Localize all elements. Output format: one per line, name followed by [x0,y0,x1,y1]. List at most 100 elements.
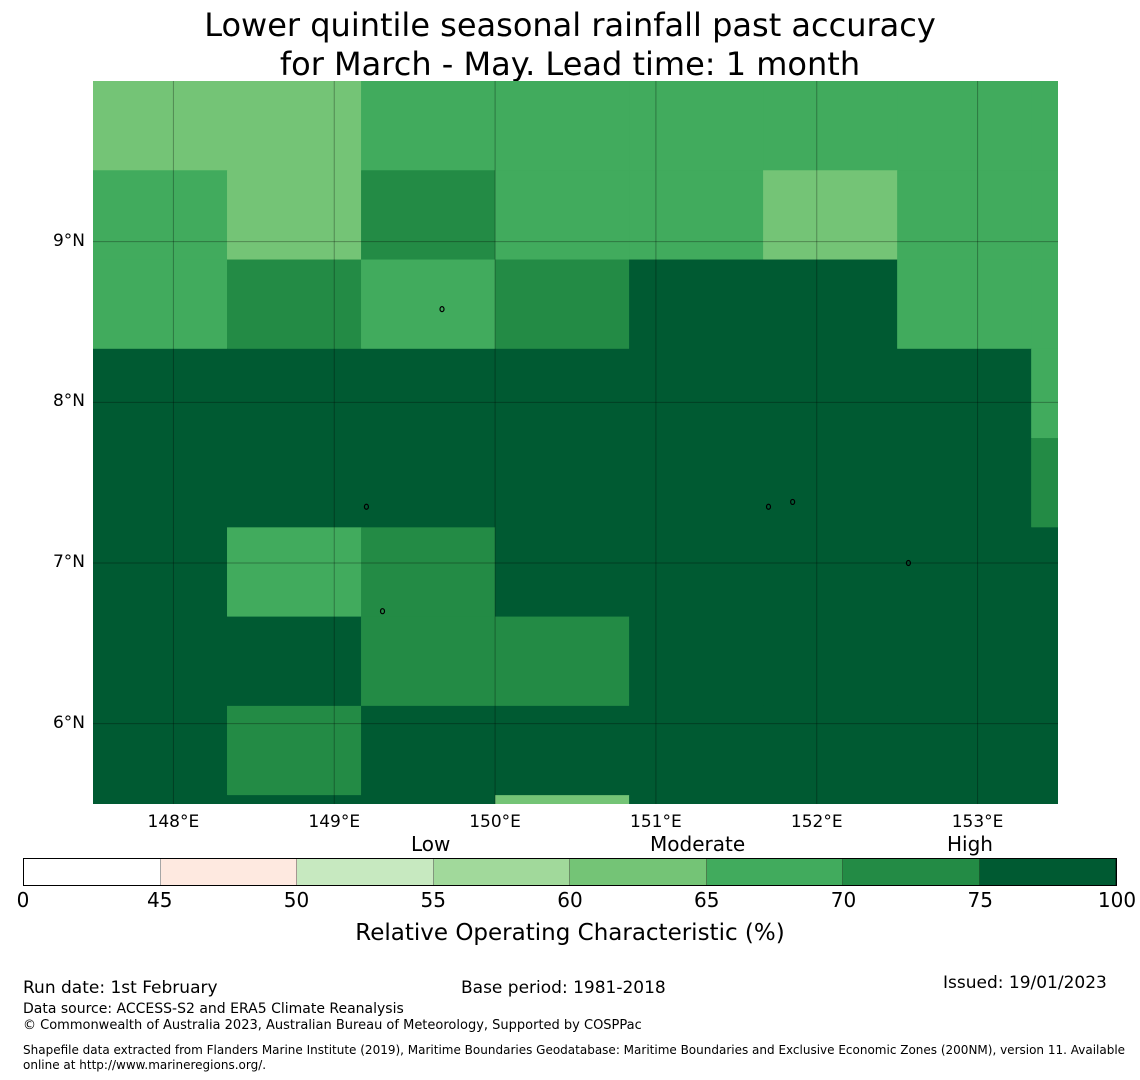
colorbar-tick-label: 100 [1097,888,1137,912]
grid-cell [629,705,764,796]
grid-cell [629,795,764,804]
island-outline [905,559,912,567]
grid-cell [629,348,764,439]
chart-title: Lower quintile seasonal rainfall past ac… [0,6,1140,84]
grid-cell [361,259,496,350]
grid-cell [1031,348,1058,439]
grid-cell [93,81,228,171]
colorbar-tick-label: 50 [283,888,310,912]
grid-cell [495,259,630,350]
grid-cell [93,170,228,261]
island-outline [790,498,796,506]
grid-cell [361,795,496,804]
grid-cell [227,616,362,707]
title-line-1: Lower quintile seasonal rainfall past ac… [204,6,936,44]
grid-cell [897,705,1032,796]
category-high: High [947,832,993,856]
colorbar-tick-label: 75 [967,888,993,912]
grid-cell [763,527,898,618]
grid-cell [763,170,898,261]
grid-cell [897,259,1032,350]
title-line-2: for March - May. Lead time: 1 month [279,45,861,83]
grid-cell [495,795,630,804]
colorbar-bin [297,859,434,885]
grid-cell [1031,705,1058,796]
colorbar-bin [706,859,843,885]
grid-cell [1031,259,1058,350]
lon-tick-label: 153°E [951,812,1004,832]
colorbar-bin [160,859,297,885]
grid-cell [629,81,764,171]
grid-cell [361,527,496,618]
grid-cell [361,616,496,707]
colorbar-tick-label: 70 [830,888,857,912]
grid-cell [227,795,362,804]
lon-tick-label: 149°E [308,812,361,832]
grid-cell [227,705,362,796]
copyright: © Commonwealth of Australia 2023, Austra… [23,1018,642,1033]
lon-tick-label: 152°E [790,812,843,832]
grid-cell [227,348,362,439]
grid-cell [1031,795,1058,804]
grid-cell [227,259,362,350]
lat-tick-label: 8°N [52,391,85,412]
colorbar-tick-label: 45 [147,888,173,912]
colorbar-tick-label: 0 [16,888,30,912]
grid-cell [629,170,764,261]
grid-cell [763,81,898,171]
shapefile-credit-1: Shapefile data extracted from Flanders M… [23,1043,1126,1057]
grid-cell [361,170,496,261]
grid-cell [629,527,764,618]
lon-tick-label: 151°E [630,812,682,832]
grid-cell [763,616,898,707]
grid-cell [897,438,1032,528]
grid-cell [495,705,630,796]
lon-tick-label: 150°E [469,812,521,832]
grid-cell [495,170,630,261]
grid-cell [361,81,496,171]
grid-cell [93,259,228,350]
run-date: Run date: 1st February [23,978,218,998]
grid-cell [93,438,228,528]
grid-cell [495,438,630,528]
grid-cell [763,348,898,439]
grid-cell [763,259,898,350]
grid-cell [763,795,898,804]
grid-cell [93,527,228,618]
colorbar-tick-label: 60 [557,888,583,912]
colorbar [23,858,1117,886]
grid-cell [227,81,362,171]
island-outline [363,503,370,510]
grid-cell [1031,527,1058,618]
category-moderate: Moderate [650,832,746,856]
colorbar-label: Relative Operating Characteristic (%) [355,920,785,946]
grid-cell [361,348,496,439]
grid-cell [1031,438,1058,528]
grid-cell [1031,170,1058,261]
grid-cell [629,616,764,707]
grid-cell [93,616,228,707]
grid-cell [495,348,630,439]
grid-cell [227,438,362,528]
category-low: Low [411,832,451,856]
grid-cell [897,81,1032,171]
grid-cell [93,795,228,804]
colorbar-bin [24,859,161,885]
lon-tick-label: 148°E [147,812,200,832]
data-source: Data source: ACCESS-S2 and ERA5 Climate … [23,1001,404,1017]
grid-cell [495,616,630,707]
grid-cell [227,527,362,618]
base-period: Base period: 1981-2018 [461,978,666,998]
issued-date: Issued: 19/01/2023 [943,973,1107,993]
grid-cell [763,438,898,528]
grid-cell [897,616,1032,707]
lat-tick-label: 9°N [52,230,85,251]
grid-cell [227,170,362,261]
grid-cell [361,705,496,796]
grid-cell [629,259,764,350]
lat-tick-label: 7°N [52,552,85,572]
grid-cell [495,527,630,618]
colorbar-bin [979,859,1116,885]
grid-cell [629,438,764,528]
